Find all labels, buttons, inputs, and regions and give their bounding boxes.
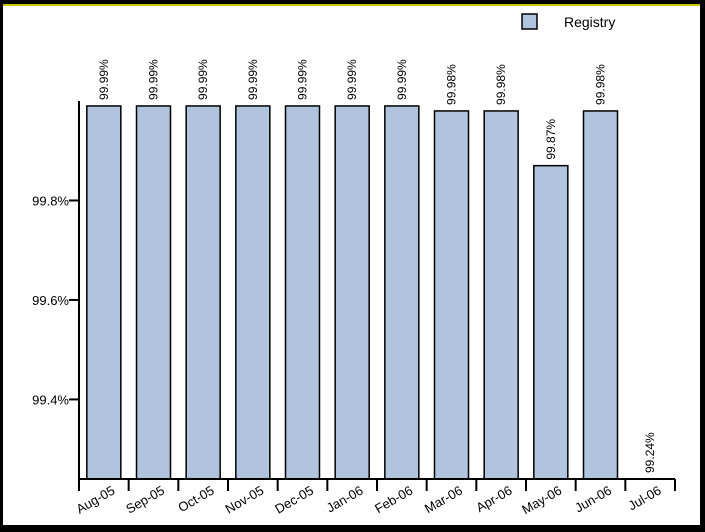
x-tick-label-feb-06: Feb-06 [372, 483, 415, 517]
x-tick-label-jun-06: Jun-06 [572, 483, 614, 516]
bar-may-06 [533, 164, 569, 480]
value-label-jan-06: 99.99% [345, 59, 359, 100]
value-label-aug-05: 99.99% [97, 59, 111, 100]
bar-dec-05 [284, 105, 321, 480]
bar-jun-06 [582, 110, 619, 480]
value-label-nov-05: 99.99% [246, 59, 260, 100]
x-tick-label-apr-06: Apr-06 [473, 483, 514, 516]
bar-sep-05 [135, 105, 172, 480]
bar-chart: Registry 99.99% 99.99% 99.99% 99.99% 99.99% 9… [32, 13, 676, 517]
bar-mar-06 [433, 110, 470, 480]
legend-label: Registry [564, 14, 615, 30]
y-tick-label: 99.8% [32, 193, 69, 208]
bar-apr-06 [483, 110, 519, 480]
legend-swatch [521, 13, 538, 30]
bar-aug-05 [86, 105, 122, 480]
chart-panel: Registry 99.99% 99.99% 99.99% 99.99% 99.99% 9… [3, 4, 700, 525]
y-tick-label: 99.4% [32, 392, 69, 407]
value-label-apr-06: 99.98% [494, 64, 508, 105]
x-tick-label-oct-05: Oct-05 [175, 483, 216, 515]
value-label-may-06: 99.87% [544, 119, 558, 160]
x-tick-label-mar-06: Mar-06 [422, 483, 465, 517]
value-label-oct-05: 99.99% [196, 59, 210, 100]
x-tick-label-jul-06: Jul-06 [625, 483, 663, 514]
bar-jan-06 [334, 105, 370, 480]
value-label-feb-06: 99.99% [395, 59, 409, 100]
value-label-jun-06: 99.98% [594, 64, 608, 105]
value-label-dec-05: 99.99% [296, 59, 310, 100]
x-tick-label-nov-05: Nov-05 [223, 483, 267, 517]
y-tick-label: 99.6% [32, 293, 69, 308]
bar-oct-05 [185, 105, 221, 480]
bar-feb-06 [384, 105, 420, 480]
legend: Registry [521, 13, 615, 30]
value-label-jul-06: 99.24% [643, 432, 657, 473]
value-label-sep-05: 99.99% [147, 59, 161, 100]
x-tick-label-dec-05: Dec-05 [272, 483, 316, 517]
value-label-mar-06: 99.98% [445, 64, 459, 105]
x-tick-label-sep-05: Sep-05 [123, 483, 167, 517]
x-tick-label-aug-05: Aug-05 [74, 483, 118, 517]
x-tick-label-jan-06: Jan-06 [324, 483, 366, 516]
bar-nov-05 [235, 105, 271, 480]
